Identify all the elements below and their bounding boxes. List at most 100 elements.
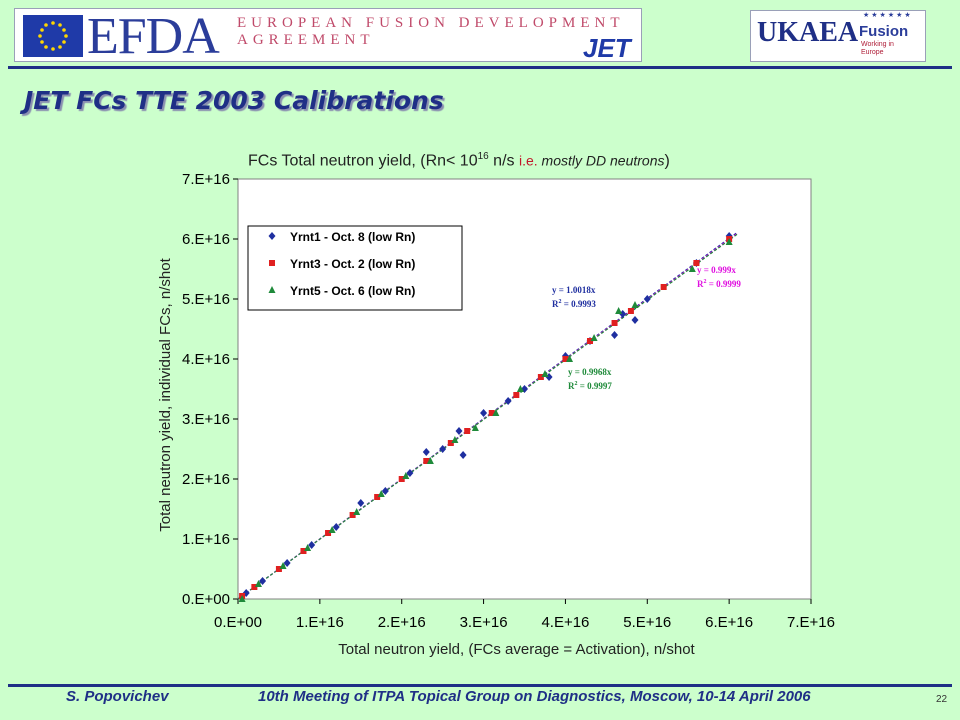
footer-author: S. Popovichev [66,688,169,705]
data-point [349,512,356,518]
legend-label: Yrnt5 - Oct. 6 (low Rn) [290,284,415,298]
data-point [464,428,471,434]
data-point [381,487,389,495]
y-axis-label: Total neutron yield, individual FCs, n/s… [157,257,174,531]
data-point [332,523,340,531]
data-point [516,385,524,392]
header-rule [8,66,952,69]
data-point [471,424,479,431]
y-tick-label: 1.E+16 [182,531,230,548]
fit-equation-r2: R2 = 0.9999 [697,279,741,289]
fit-equation: y = 0.9968x R2 = 0.9997 [568,367,612,391]
x-tick-label: 1.E+16 [296,614,344,631]
data-point [631,301,639,308]
fit-equation: y = 0.999x R2 = 0.9999 [697,265,741,289]
legend-marker [268,286,276,293]
data-point [693,260,700,266]
data-point [562,356,569,362]
data-point [541,370,549,377]
chart-title-unit: n/s [488,152,519,170]
eu-flag-icon [23,15,83,57]
data-point [300,548,307,554]
y-tick-label: 6.E+16 [182,231,230,248]
data-point [308,541,316,549]
fit-line [237,233,738,600]
y-tick-label: 7.E+16 [182,171,230,188]
data-point [374,494,381,500]
data-point [254,580,262,587]
stars-icon: ★★★★★★ [863,12,913,19]
data-point [283,559,291,567]
data-point [406,469,414,477]
fusion-wordmark: Fusion [859,23,909,40]
data-point [611,331,619,339]
data-point [423,458,430,464]
data-point [398,476,405,482]
ukaea-logo: UKAEA ★★★★★★ Fusion Working in Europe [750,10,926,62]
efda-wordmark: EFDA [87,8,220,65]
data-point [590,334,598,341]
efda-logo: EFDA EUROPEAN FUSION DEVELOPMENT AGREEME… [14,8,642,65]
efda-tagline: EUROPEAN FUSION DEVELOPMENT AGREEMENT [237,15,625,48]
chart-title-exponent: 16 [477,151,489,162]
footer-meeting: 10th Meeting of ITPA Topical Group on Di… [258,688,811,705]
data-point [422,448,430,456]
data-point [627,308,634,314]
fit-equation: y = 1.0018x R2 = 0.9993 [552,285,596,309]
y-tick-label: 0.E+00 [182,591,230,608]
fit-equation-r2: R2 = 0.9993 [552,299,596,309]
data-point [279,562,287,569]
data-point [304,544,312,551]
data-point [660,284,667,290]
legend-label: Yrnt3 - Oct. 2 (low Rn) [290,257,415,271]
legend-marker [269,260,275,266]
legend-label: Yrnt1 - Oct. 8 (low Rn) [290,230,415,244]
x-tick-label: 3.E+16 [460,614,508,631]
data-point [357,499,365,507]
ukaea-wordmark: UKAEA [757,17,859,48]
chart-title: FCs Total neutron yield, (Rn< 1016 n/s i… [248,151,670,170]
data-point [402,472,410,479]
fit-equation-slope: y = 0.9968x [568,367,612,377]
x-tick-label: 5.E+16 [623,614,671,631]
data-point [353,508,361,515]
data-point [631,316,639,324]
data-point [325,530,332,536]
fit-line [237,231,738,600]
y-tick-label: 3.E+16 [182,411,230,428]
legend-marker [268,232,276,240]
data-point [328,526,336,533]
x-tick-label: 4.E+16 [541,614,589,631]
data-point [238,595,246,602]
fit-equation-slope: y = 1.0018x [552,285,596,295]
y-tick-label: 4.E+16 [182,351,230,368]
data-point [725,238,733,245]
data-point [426,457,434,464]
x-tick-label: 2.E+16 [378,614,426,631]
x-tick-label: 0.E+00 [214,614,262,631]
data-point [688,265,696,272]
data-point [275,566,282,572]
data-point [377,490,385,497]
data-point [492,409,500,416]
data-point [251,584,258,590]
y-tick-label: 5.E+16 [182,291,230,308]
data-point [259,577,267,585]
data-point [611,320,618,326]
data-point [488,410,495,416]
fit-equation-r2: R2 = 0.9997 [568,381,612,391]
chart-title-close: ) [664,152,670,170]
footer-rule [8,684,952,687]
data-point [451,436,459,443]
slide-title: JET FCs TTE 2003 Calibrations [24,86,444,115]
data-point [455,427,463,435]
data-point [439,445,447,453]
jet-logo: JET [583,33,631,63]
chart-title-note: mostly DD neutrons [537,152,665,169]
data-point [537,374,544,380]
legend-box [247,225,463,311]
data-point [586,338,593,344]
page-number: 22 [936,694,948,705]
data-point [459,451,467,459]
